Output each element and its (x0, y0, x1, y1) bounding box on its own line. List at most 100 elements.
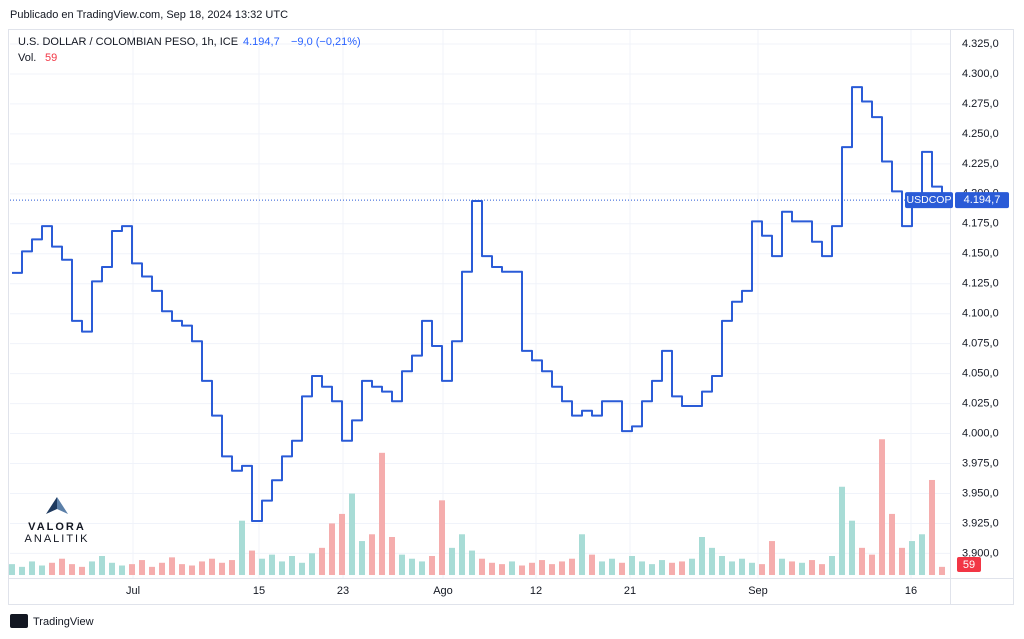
volume-bar (939, 566, 945, 575)
volume-bar (829, 555, 835, 575)
volume-bar (269, 554, 275, 575)
volume-bar (309, 553, 315, 575)
plot-front: 3.900,0 3.925,0 3.950,0 3.975,0 4.000,0 4.025… (10, 38, 1009, 597)
volume-bar (759, 564, 765, 575)
volume-bar (509, 561, 515, 575)
volume-bar (399, 554, 405, 575)
volume-bar (849, 520, 855, 575)
volume-bar (339, 513, 345, 575)
volume-bar (99, 555, 105, 575)
volume-bar (649, 564, 655, 575)
y-tick-label: 4.275,0 (962, 98, 999, 110)
volume-bar (779, 558, 785, 575)
volume-bar (239, 520, 245, 575)
volume-bar (499, 564, 505, 575)
volume-bar (599, 561, 605, 575)
volume-bar (259, 558, 265, 575)
volume-bar (179, 564, 185, 575)
volume-bar (859, 547, 865, 575)
y-tick-label: 4.050,0 (962, 368, 999, 380)
volume-bar (39, 565, 45, 575)
volume-badge (957, 557, 981, 572)
volume-bar (349, 493, 355, 575)
x-tick-label: Ago (433, 585, 453, 597)
x-tick-label: 12 (530, 585, 542, 597)
volume-bar (539, 560, 545, 575)
volume-bar (579, 534, 585, 575)
y-tick-label: 4.225,0 (962, 158, 999, 170)
y-tick-label: 3.900,0 (962, 547, 999, 559)
volume-bar (729, 561, 735, 575)
x-tick-label: Sep (748, 585, 768, 597)
volume-bar (149, 566, 155, 575)
y-tick-label: 4.300,0 (962, 68, 999, 80)
volume-bar (569, 558, 575, 575)
volume-bar (529, 562, 535, 575)
footer-brand: TradingView (33, 616, 94, 628)
volume-bar (629, 555, 635, 575)
y-tick-label: 4.150,0 (962, 248, 999, 260)
volume-bar (619, 562, 625, 575)
y-tick-label: 4.175,0 (962, 218, 999, 230)
symbol-badge (905, 192, 953, 209)
volume-bar (709, 547, 715, 575)
volume-bar (789, 561, 795, 575)
volume-bar (929, 479, 935, 575)
volume-bar (559, 561, 565, 575)
x-tick-label: 15 (253, 585, 265, 597)
volume-bar (169, 557, 175, 575)
volume-bar (419, 561, 425, 575)
volume-bar (359, 541, 365, 575)
logo-name: VALORA (28, 521, 86, 533)
logo-mark (57, 497, 68, 514)
volume-bar (439, 500, 445, 575)
volume-bar (369, 534, 375, 575)
volume-bar (749, 562, 755, 575)
price-line (12, 86, 943, 523)
chart-frame (8, 29, 1014, 605)
volume-bar (879, 439, 885, 575)
volume-bar (799, 562, 805, 575)
volume-bar (809, 560, 815, 575)
x-tick-label: 16 (905, 585, 917, 597)
volume-bar (689, 558, 695, 575)
logo-sub: ANALITIK (25, 533, 90, 545)
volume-bar (469, 550, 475, 575)
y-tick-label: 4.000,0 (962, 427, 999, 439)
volume-bar (479, 558, 485, 575)
volume-bar (119, 565, 125, 575)
volume-bar (449, 547, 455, 575)
volume-bar (429, 555, 435, 575)
volume-bar (659, 560, 665, 575)
logo-mark (46, 497, 57, 514)
y-tick-label: 4.125,0 (962, 278, 999, 290)
volume-bar (299, 562, 305, 575)
volume-bar (59, 558, 65, 575)
price-badge-label: 4.194,7 (964, 194, 1001, 206)
volume-value: 59 (45, 52, 57, 64)
volume-bar (669, 562, 675, 575)
volume-bar (389, 536, 395, 575)
y-tick-label: 3.975,0 (962, 457, 999, 469)
volume-bar (189, 565, 195, 575)
volume-bar (249, 550, 255, 575)
volume-bar (549, 564, 555, 575)
volume-bar (919, 534, 925, 575)
volume-bar (219, 562, 225, 575)
volume-bar (839, 486, 845, 575)
x-tick-label: Jul (126, 585, 140, 597)
volume-bar (589, 554, 595, 575)
x-tick-label: 21 (624, 585, 636, 597)
volume-bar (29, 561, 35, 575)
volume-legend: Vol. (18, 52, 36, 64)
volume-bar (109, 562, 115, 575)
price-badge (955, 192, 1009, 209)
y-tick-label: 4.250,0 (962, 128, 999, 140)
volume-bar (129, 564, 135, 575)
volume-bar (679, 561, 685, 575)
volume-bar (89, 561, 95, 575)
volume-bar (19, 566, 25, 575)
price-change: −9,0 (−0,21%) (291, 36, 361, 48)
